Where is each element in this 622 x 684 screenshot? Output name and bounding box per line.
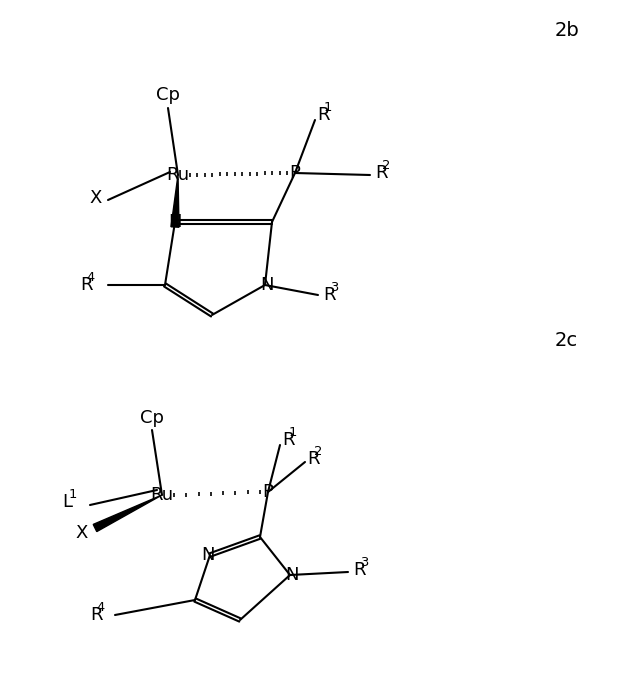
Text: 2: 2 [382, 159, 390, 172]
Text: 3: 3 [330, 281, 338, 294]
Text: R: R [307, 450, 320, 468]
Text: 1: 1 [324, 101, 332, 114]
Text: R: R [282, 431, 294, 449]
Text: 1: 1 [289, 426, 297, 439]
Text: N: N [202, 546, 215, 564]
Text: P: P [290, 164, 300, 182]
Text: Cp: Cp [140, 409, 164, 427]
Text: P: P [262, 483, 274, 501]
Text: 4: 4 [97, 601, 105, 614]
Text: N: N [260, 276, 274, 294]
Text: R: R [80, 276, 93, 294]
Text: X: X [76, 524, 88, 542]
Text: R: R [323, 286, 335, 304]
Text: R: R [317, 106, 330, 124]
Text: R: R [375, 164, 388, 182]
Text: 1: 1 [69, 488, 77, 501]
Text: 2c: 2c [555, 330, 578, 350]
Polygon shape [93, 495, 162, 531]
Text: Cp: Cp [156, 86, 180, 104]
Text: L: L [62, 493, 72, 511]
Polygon shape [171, 175, 179, 227]
Text: R: R [90, 606, 103, 624]
Text: 2: 2 [313, 445, 322, 458]
Text: 2b: 2b [555, 21, 580, 40]
Text: 3: 3 [360, 556, 368, 569]
Text: R: R [353, 561, 366, 579]
Text: Ru: Ru [151, 486, 174, 504]
Text: N: N [168, 213, 182, 231]
Text: Ru: Ru [167, 166, 190, 184]
Text: N: N [285, 566, 299, 584]
Text: X: X [90, 189, 102, 207]
Text: 4: 4 [86, 272, 95, 285]
